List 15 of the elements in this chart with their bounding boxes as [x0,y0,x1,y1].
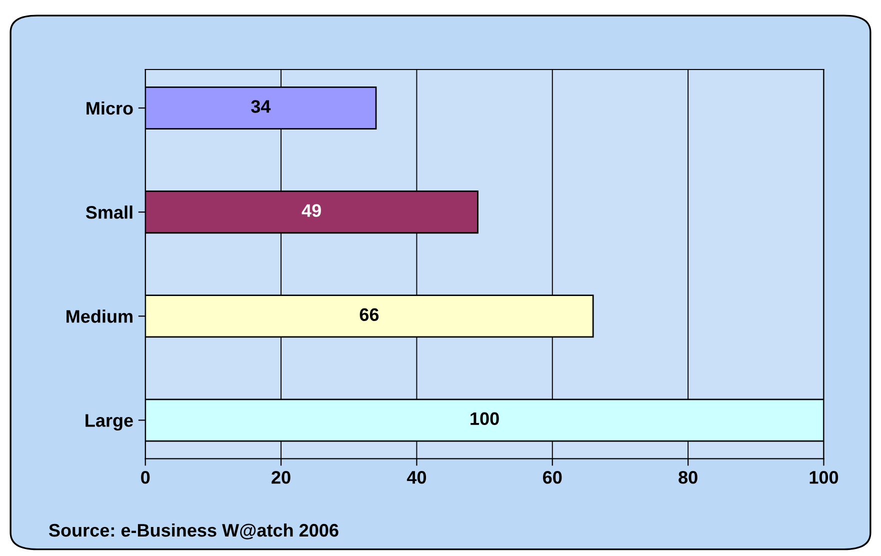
x-tick-label: 0 [141,470,150,484]
x-tick-label: 100 [810,470,838,484]
y-tick-label: Medium [66,310,132,323]
data-label: 100 [470,412,499,426]
source-note: Source: e-Business W@atch 2006 [48,523,338,540]
y-tick-label: Small [86,206,132,219]
x-tick-label: 80 [678,470,698,484]
data-label: 66 [360,308,379,321]
data-label: 34 [251,100,271,113]
x-tick-label: 20 [272,470,290,484]
y-tick-label: Large [86,414,133,431]
data-label: 49 [302,204,321,217]
x-tick-label: 40 [406,470,426,484]
x-tick-label: 60 [543,470,562,484]
y-tick-label: Micro [86,101,133,115]
